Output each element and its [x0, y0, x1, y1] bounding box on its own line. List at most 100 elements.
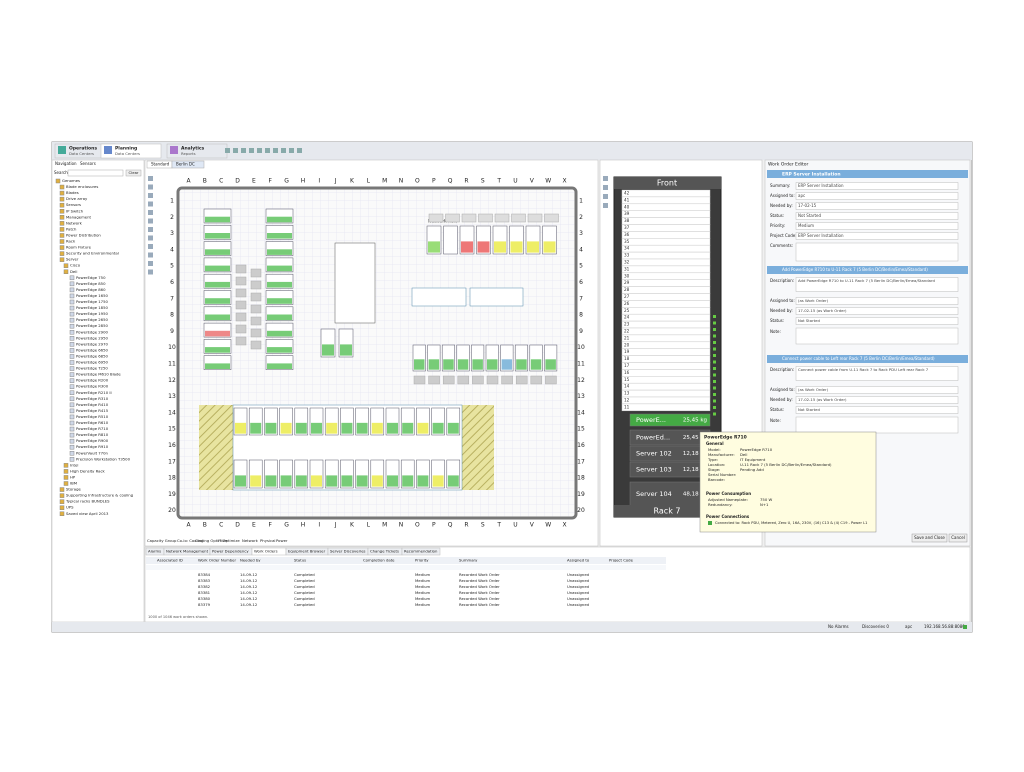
- tool-icon[interactable]: [148, 244, 153, 249]
- tree-item[interactable]: PowerEdge R510: [76, 414, 109, 419]
- clear-button[interactable]: [125, 169, 142, 177]
- tree-item[interactable]: PowerEdge R410: [76, 402, 109, 407]
- rack-device[interactable]: [629, 481, 711, 507]
- tree-item[interactable]: Intel: [70, 462, 78, 467]
- toolbar-icon[interactable]: [289, 148, 294, 153]
- label[interactable]: Standard: [151, 162, 170, 167]
- tree-item[interactable]: Precision Workstation T3500: [76, 456, 131, 461]
- rack-device[interactable]: [629, 413, 711, 427]
- tool-icon[interactable]: [603, 185, 608, 190]
- note-input[interactable]: [795, 416, 959, 434]
- floor-object[interactable]: [411, 287, 467, 307]
- field-input[interactable]: [795, 182, 959, 190]
- tree-item[interactable]: PowerEdge 1650: [76, 293, 108, 298]
- tree-item[interactable]: PowerEdge R810: [76, 432, 109, 437]
- tree-item[interactable]: PowerEdge R300: [76, 384, 109, 389]
- tree-item[interactable]: PowerEdge 860: [76, 287, 106, 292]
- search-input[interactable]: [67, 169, 124, 177]
- tree-item[interactable]: IBM: [70, 481, 77, 486]
- tree-item[interactable]: UPS: [66, 505, 74, 510]
- tree-item[interactable]: Power Distribution: [66, 232, 101, 237]
- table-tab-label[interactable]: Equipment Browser: [288, 549, 326, 554]
- tree-item[interactable]: PowerEdge R200: [76, 378, 109, 383]
- tree-item[interactable]: Drive array: [66, 196, 88, 201]
- tree-item[interactable]: Blade enclosures: [66, 184, 98, 189]
- label[interactable]: Berlin DC: [176, 162, 195, 167]
- tree-item[interactable]: Security and Environmental: [66, 251, 119, 256]
- field-input[interactable]: [795, 192, 959, 200]
- tree-item[interactable]: PowerEdge M610 Blade: [76, 372, 121, 377]
- tree-item[interactable]: Patch: [66, 226, 77, 231]
- tree-item[interactable]: PowerEdge R910: [76, 444, 109, 449]
- tree-item[interactable]: Saved view April 2013: [66, 511, 109, 516]
- table-tab-label[interactable]: Alarms: [148, 549, 161, 554]
- tree-item[interactable]: PowerEdge R310: [76, 396, 109, 401]
- tree-item[interactable]: PowerEdge R710: [76, 426, 109, 431]
- floor-object[interactable]: [469, 287, 524, 307]
- tree-item[interactable]: PowerEdge 2950: [76, 335, 108, 340]
- tree-item[interactable]: PowerEdge 6950: [76, 360, 108, 365]
- tool-icon[interactable]: [148, 235, 153, 241]
- tree-item[interactable]: IP Switch: [66, 208, 84, 213]
- tool-icon[interactable]: [148, 261, 153, 266]
- tree-item[interactable]: Network: [66, 220, 83, 225]
- tree-item[interactable]: PowerEdge 2850: [76, 323, 108, 328]
- field-input[interactable]: [795, 307, 959, 315]
- floor-object[interactable]: [334, 242, 376, 324]
- table-tab-label[interactable]: Recommendation: [404, 549, 438, 554]
- nav-tab[interactable]: Sensors: [80, 161, 96, 166]
- tree-item[interactable]: Cisco: [70, 263, 81, 268]
- floor-tab[interactable]: Capacity Group: [147, 538, 177, 543]
- toolbar-icon[interactable]: [249, 148, 254, 153]
- tool-icon[interactable]: [603, 194, 608, 199]
- tree-item[interactable]: PowerEdge 2900: [76, 329, 108, 334]
- toolbar-icon[interactable]: [265, 148, 270, 153]
- floor-tab[interactable]: IT Optimize: [218, 538, 240, 543]
- tool-icon[interactable]: [148, 201, 153, 207]
- field-input[interactable]: [795, 366, 959, 381]
- tree-item[interactable]: PowerVault 770n: [76, 450, 109, 455]
- tree-item[interactable]: Blades: [66, 190, 79, 195]
- table-tab[interactable]: [401, 547, 441, 556]
- field-input[interactable]: [795, 317, 959, 325]
- tree-item[interactable]: PowerEdge 6850: [76, 353, 108, 358]
- tool-icon[interactable]: [148, 269, 153, 275]
- field-input[interactable]: [795, 222, 959, 230]
- field-input[interactable]: [795, 297, 959, 305]
- field-input[interactable]: [795, 386, 959, 394]
- save-button[interactable]: [911, 533, 948, 543]
- tool-icon[interactable]: [148, 210, 153, 215]
- tree-item[interactable]: PowerEdge 6650: [76, 347, 108, 352]
- comments-input[interactable]: [795, 242, 959, 262]
- tree-item[interactable]: Management: [66, 214, 92, 219]
- tree-item[interactable]: PowerEdge 1750: [76, 299, 108, 304]
- tree-item[interactable]: High Density Rack: [70, 468, 106, 473]
- floor-tab[interactable]: Co-lo: Cooling: [177, 538, 204, 543]
- tree-item[interactable]: PowerEdge R900: [76, 438, 109, 443]
- toolbar-tab[interactable]: [100, 143, 162, 159]
- table-tab-label[interactable]: Power Dependency: [212, 549, 249, 554]
- table-tab-label[interactable]: Network Management: [166, 549, 209, 554]
- nav-tab[interactable]: Navigation: [55, 161, 77, 166]
- tool-icon[interactable]: [148, 252, 153, 258]
- field-input[interactable]: [795, 277, 959, 292]
- tree-item[interactable]: PowerEdge 850: [76, 281, 106, 286]
- toolbar-icon[interactable]: [273, 148, 278, 153]
- tree-item[interactable]: PowerEdge R415: [76, 408, 109, 413]
- tree-item[interactable]: Storage: [66, 487, 82, 492]
- floor-tab[interactable]: Physical: [260, 538, 275, 543]
- tree-item[interactable]: PowerEdge 2970: [76, 341, 108, 346]
- tree-item[interactable]: PowerEdge R610: [76, 420, 109, 425]
- table-tab-label[interactable]: Work Orders: [254, 549, 278, 554]
- tool-icon[interactable]: [148, 184, 153, 190]
- field-input[interactable]: [795, 406, 959, 414]
- floor-tab[interactable]: Cooling Optimize: [195, 538, 228, 543]
- tree-item[interactable]: Typical racks BUNDLES: [65, 499, 110, 504]
- field-input[interactable]: [795, 202, 959, 210]
- toolbar-icon[interactable]: [281, 148, 286, 153]
- tool-icon[interactable]: [603, 176, 608, 181]
- toolbar-icon[interactable]: [241, 148, 246, 153]
- tree-item[interactable]: Server: [66, 257, 79, 262]
- floor-tab[interactable]: Network: [242, 538, 259, 543]
- tool-icon[interactable]: [148, 218, 153, 224]
